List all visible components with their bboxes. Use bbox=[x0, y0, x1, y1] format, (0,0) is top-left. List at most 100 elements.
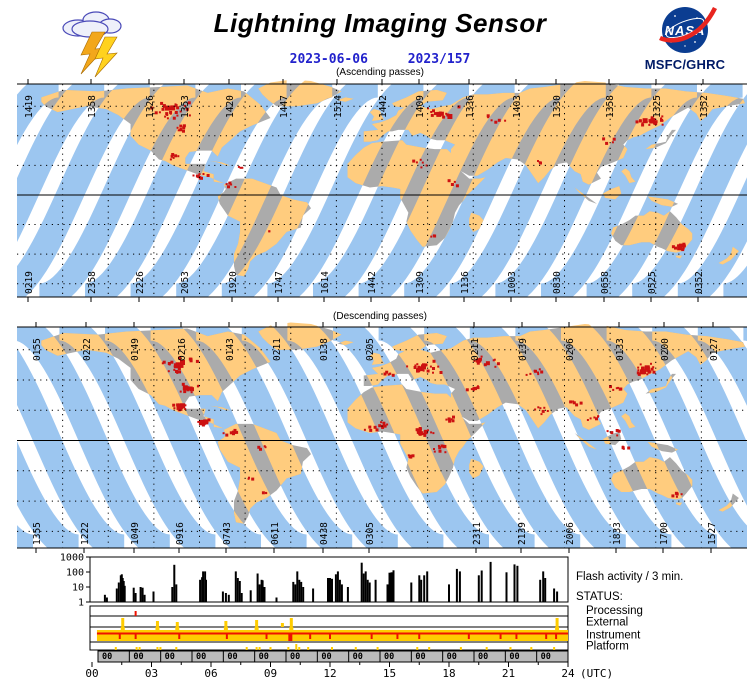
pass-time-label: 1920 bbox=[228, 271, 239, 294]
flash-dot bbox=[494, 365, 497, 368]
flash-bar bbox=[260, 579, 263, 602]
pass-time-label: 0211 bbox=[272, 338, 283, 361]
flash-dot bbox=[641, 367, 645, 371]
flash-dot bbox=[597, 415, 599, 418]
flash-dot bbox=[617, 429, 621, 433]
orbit-cell-label: 00 bbox=[509, 652, 519, 662]
flash-bar bbox=[542, 571, 545, 602]
pass-time-label: 0525 bbox=[647, 271, 658, 294]
flash-bar bbox=[368, 582, 371, 602]
orbit-cell-label: 00 bbox=[384, 652, 394, 662]
flash-dot bbox=[406, 365, 409, 368]
status-row-label: Platform bbox=[586, 641, 629, 653]
flash-bar bbox=[366, 579, 369, 602]
flash-dot bbox=[647, 368, 650, 371]
flash-dot bbox=[681, 244, 685, 248]
flash-dot bbox=[188, 386, 193, 391]
instrument-bump bbox=[289, 627, 294, 630]
flash-dot bbox=[445, 418, 448, 421]
flash-dot bbox=[569, 400, 573, 404]
pass-time-label: 0219 bbox=[24, 271, 35, 294]
flash-dot bbox=[537, 160, 539, 162]
flash-bar bbox=[420, 579, 423, 602]
instrument-bump bbox=[175, 627, 180, 630]
flash-bar bbox=[221, 591, 224, 602]
flash-dot bbox=[436, 111, 442, 117]
flash-dot bbox=[251, 477, 255, 481]
flash-dot bbox=[442, 445, 446, 449]
flash-bar bbox=[202, 571, 205, 602]
instrument-anomaly bbox=[467, 634, 470, 639]
pass-time-label: 0438 bbox=[319, 522, 330, 545]
orbit-cell-label: 00 bbox=[227, 652, 237, 662]
flash-dot bbox=[263, 445, 266, 448]
flash-dot bbox=[388, 372, 391, 375]
orbit-swaths-land bbox=[41, 79, 745, 277]
flash-dot bbox=[622, 447, 625, 450]
flash-dot bbox=[433, 448, 435, 450]
flash-dot bbox=[661, 123, 664, 126]
flash-activity-chart bbox=[89, 556, 569, 603]
flash-dot bbox=[640, 369, 645, 375]
pass-time-label: 1309 bbox=[415, 271, 426, 294]
flash-dot bbox=[184, 408, 187, 411]
flash-dot bbox=[429, 365, 432, 368]
flash-dot bbox=[648, 119, 652, 123]
flash-dot bbox=[419, 366, 423, 370]
pass-time-label: 2226 bbox=[135, 271, 146, 294]
flash-dot bbox=[234, 186, 237, 188]
flash-bar bbox=[386, 584, 389, 602]
flash-dot bbox=[492, 359, 495, 362]
flash-dot bbox=[186, 386, 190, 390]
flash-dot bbox=[183, 390, 187, 394]
flash-dot bbox=[675, 495, 678, 498]
flash-dot bbox=[650, 117, 653, 120]
continent bbox=[347, 140, 486, 247]
pass-time-label: 1049 bbox=[130, 522, 141, 545]
flash-bar bbox=[115, 588, 118, 602]
orbit-swaths-ocean bbox=[17, 327, 747, 548]
flash-dot bbox=[678, 243, 683, 248]
ocean-background bbox=[17, 84, 747, 297]
pass-time-label: 1527 bbox=[707, 522, 718, 545]
continent bbox=[469, 458, 484, 479]
flash-dot bbox=[616, 434, 619, 437]
flash-dot bbox=[438, 449, 442, 453]
flash-dot bbox=[438, 446, 442, 450]
flash-dot bbox=[200, 419, 204, 423]
flash-dot bbox=[641, 366, 644, 370]
flash-dot bbox=[383, 424, 385, 427]
orbit-cell-label: 00 bbox=[133, 652, 143, 662]
flash-dot bbox=[681, 248, 685, 252]
flash-dot bbox=[654, 122, 658, 126]
descending-passes-map: 0155 0222 0149 0216 0143 0211 0138 0205 0211 0139… bbox=[17, 322, 747, 553]
flash-dot bbox=[419, 158, 422, 161]
flash-dot bbox=[184, 387, 187, 390]
flash-dot bbox=[178, 403, 183, 409]
flash-dot bbox=[169, 112, 172, 115]
flash-dot bbox=[432, 432, 435, 435]
flash-bar bbox=[477, 575, 480, 602]
flash-bar bbox=[458, 571, 461, 602]
flash-dot bbox=[612, 388, 615, 391]
flash-bar bbox=[238, 581, 241, 602]
flash-dot bbox=[180, 405, 184, 409]
flash-dot bbox=[595, 417, 598, 421]
flash-bar bbox=[418, 575, 421, 602]
platform-event bbox=[376, 647, 379, 650]
flash-dot bbox=[483, 363, 487, 367]
flash-dot bbox=[450, 418, 453, 421]
flash-dot bbox=[233, 428, 237, 432]
pass-time-label: 1833 bbox=[612, 522, 623, 545]
flash-dot bbox=[190, 391, 193, 394]
pass-time-label: 2006 bbox=[565, 522, 576, 545]
flash-dot bbox=[382, 421, 386, 425]
flash-dot bbox=[593, 416, 596, 419]
flash-dot bbox=[642, 118, 648, 124]
pass-time-label: 0743 bbox=[222, 522, 233, 545]
flash-dot bbox=[652, 120, 655, 123]
pass-time-label: 0916 bbox=[175, 522, 186, 545]
flash-dot bbox=[474, 387, 477, 391]
flash-dot bbox=[150, 106, 154, 110]
external-event bbox=[155, 621, 159, 627]
